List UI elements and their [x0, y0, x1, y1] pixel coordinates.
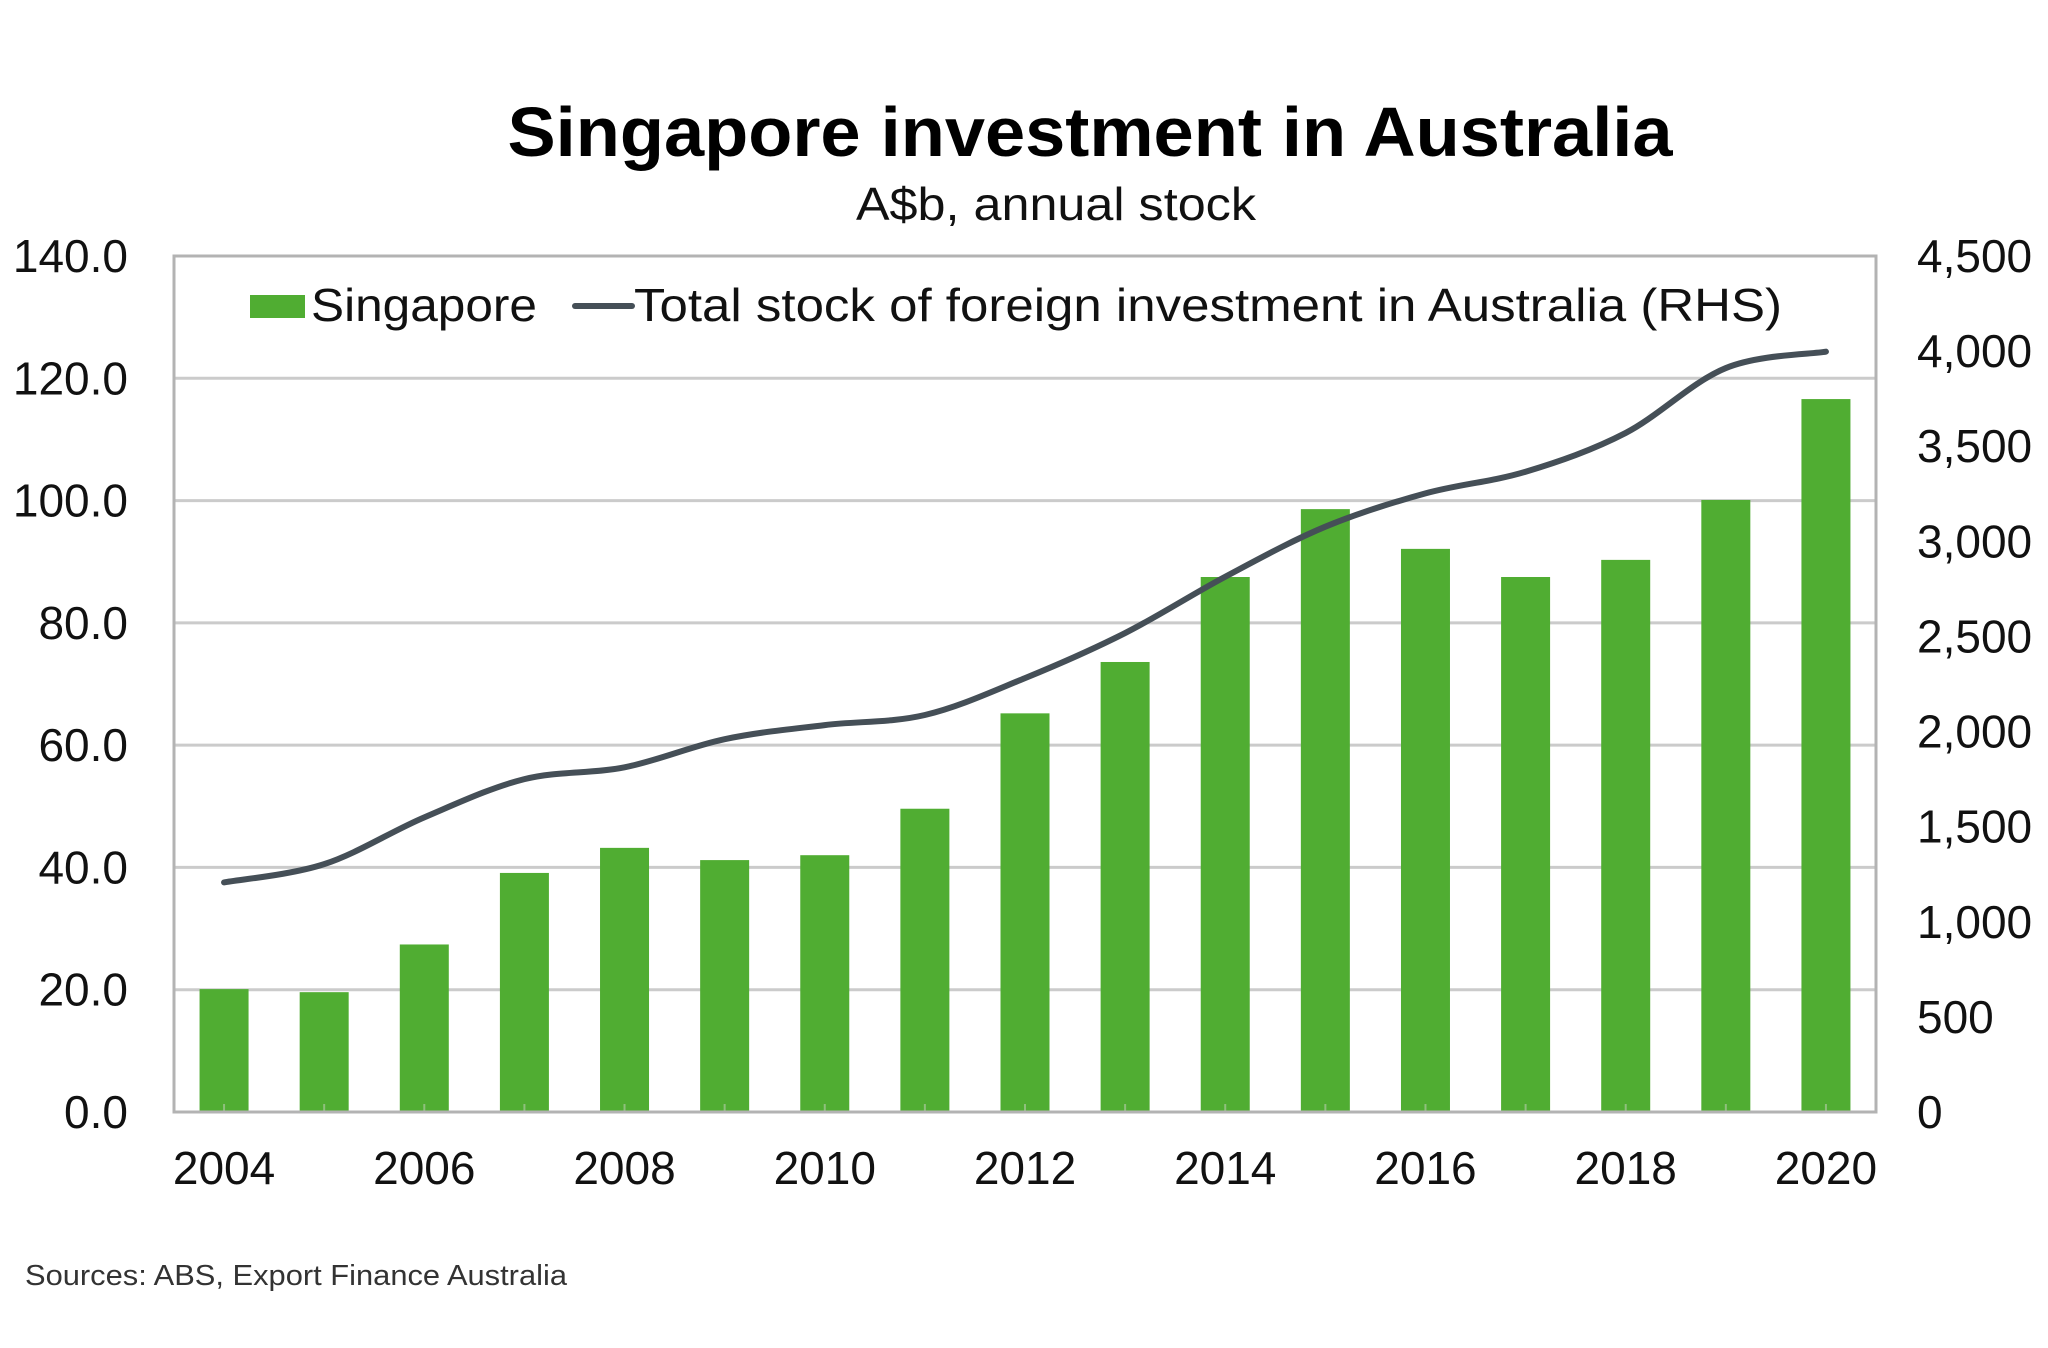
bar-2014 — [1200, 577, 1250, 1112]
chart-subtitle: A$b, annual stock — [856, 178, 1257, 230]
left-axis-tick-label: 120.0 — [13, 352, 128, 404]
x-axis-tick-label: 2020 — [1775, 1142, 1877, 1194]
left-axis-tick-label: 0.0 — [64, 1086, 128, 1138]
left-axis-tick-label: 20.0 — [38, 964, 128, 1016]
x-axis-tick-label: 2016 — [1374, 1142, 1476, 1194]
left-axis-tick-label: 40.0 — [38, 841, 128, 893]
bar-2006 — [399, 944, 449, 1112]
x-axis-tick-label: 2010 — [774, 1142, 876, 1194]
left-axis-tick-label: 140.0 — [13, 230, 128, 282]
legend-bar-swatch — [250, 295, 305, 318]
plot-area-border — [172, 254, 1878, 1114]
bar-2010 — [800, 855, 850, 1112]
bar-2015 — [1300, 509, 1350, 1112]
bar-2017 — [1501, 577, 1551, 1112]
right-axis-tick-label: 4,500 — [1917, 230, 2032, 282]
x-axis-tick-label: 2014 — [1174, 1142, 1276, 1194]
x-axis-tick-label: 2004 — [173, 1142, 275, 1194]
right-axis-tick-label: 2,000 — [1917, 706, 2032, 758]
right-axis-tick-label: 1,500 — [1917, 801, 2032, 853]
x-axis-tick-label: 2012 — [974, 1142, 1076, 1194]
right-axis-tick-label: 3,000 — [1917, 515, 2032, 567]
right-axis-tick-label: 4,000 — [1917, 325, 2032, 377]
x-axis-labels: 2004 2006 2008 2010 2012 2014 2016 2018 2020 — [173, 1142, 1877, 1194]
x-axis-tick-label: 2006 — [373, 1142, 475, 1194]
bar-series-singapore — [199, 399, 1851, 1113]
line-series-total-foreign-investment — [221, 348, 1829, 886]
bar-2019 — [1701, 499, 1751, 1113]
left-axis-tick-label: 60.0 — [38, 719, 128, 771]
bar-2007 — [499, 872, 549, 1112]
bar-2020 — [1801, 399, 1851, 1112]
bar-2004 — [199, 989, 249, 1112]
legend-label-total-stock: Total stock of foreign investment in Aus… — [634, 279, 1782, 331]
bar-2018 — [1601, 559, 1651, 1112]
right-axis-labels: 0 500 1,000 1,500 2,000 2,500 3,000 3,500 4,000 4… — [1917, 230, 2032, 1138]
bar-2008 — [600, 847, 650, 1112]
x-axis-tick-label: 2018 — [1575, 1142, 1677, 1194]
right-axis-tick-label: 1,000 — [1917, 896, 2032, 948]
bar-2013 — [1100, 661, 1150, 1112]
bar-2011 — [900, 808, 950, 1112]
right-axis-tick-label: 3,500 — [1917, 420, 2032, 472]
bar-2016 — [1400, 548, 1450, 1112]
chart-title: Singapore investment in Australia — [508, 93, 1674, 171]
left-axis-tick-label: 80.0 — [38, 597, 128, 649]
bar-2012 — [1000, 713, 1050, 1112]
left-axis-tick-label: 100.0 — [13, 475, 128, 527]
legend-label-singapore: Singapore — [311, 279, 537, 331]
right-axis-tick-label: 2,500 — [1917, 610, 2032, 662]
bar-2009 — [700, 860, 750, 1112]
left-axis-labels: 0.0 20.0 40.0 60.0 80.0 100.0 120.0 140.0 — [13, 230, 128, 1138]
bar-2005 — [299, 992, 349, 1112]
right-axis-tick-label: 0 — [1917, 1086, 1943, 1138]
source-note: Sources: ABS, Export Finance Australia — [25, 1260, 568, 1292]
x-axis-tick-label: 2008 — [573, 1142, 675, 1194]
right-axis-tick-label: 500 — [1917, 991, 1994, 1043]
legend: Singapore Total stock of foreign investm… — [250, 279, 1782, 331]
